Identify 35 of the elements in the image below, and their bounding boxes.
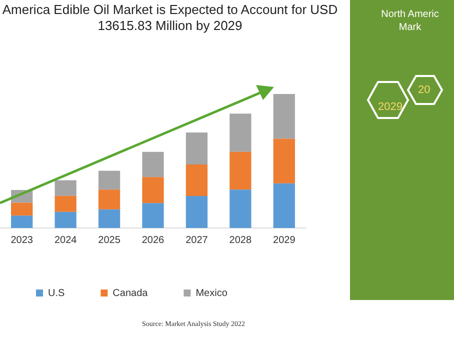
bar (273, 138, 295, 184)
text: North Americ (380, 8, 440, 21)
bar (54, 212, 76, 228)
x-tick-label: 2029 (273, 234, 296, 246)
x-tick-label: 2025 (98, 234, 121, 246)
bar (142, 152, 164, 178)
legend-label: U.S (48, 288, 65, 299)
bar (273, 183, 295, 228)
text: 2029 (378, 101, 402, 113)
text: 20 (418, 84, 430, 96)
x-tick-label: 2024 (54, 234, 78, 246)
bar (54, 180, 76, 196)
text: Mark (398, 21, 422, 34)
x-tick-label: 2027 (186, 234, 208, 246)
bar (142, 177, 164, 204)
bar (11, 202, 33, 216)
bar (142, 203, 164, 228)
x-tick-label: 2023 (10, 234, 34, 246)
bar (186, 132, 208, 164)
legend-label: Canada (112, 288, 148, 299)
chart-title: America Edible Oil Market is Expected to Account for USD 13615.83 Million by 2029 (1, 2, 339, 34)
bar (98, 209, 120, 228)
bar (230, 114, 252, 152)
x-tick-label: 2026 (142, 234, 165, 246)
x-tick-label: 2028 (229, 234, 252, 246)
bar (98, 170, 120, 190)
bar (230, 152, 252, 190)
bar (186, 164, 208, 196)
legend-label: Mexico (196, 288, 228, 299)
bar (11, 216, 33, 228)
bar (54, 196, 76, 212)
bar (98, 190, 120, 210)
bar (230, 190, 252, 228)
bar (186, 196, 208, 228)
bar (273, 94, 295, 139)
